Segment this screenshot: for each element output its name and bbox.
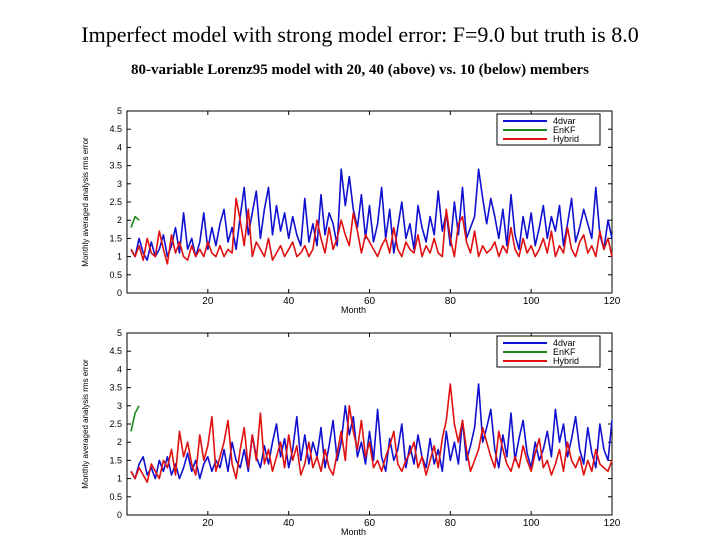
y-tick-label: 1.5 (109, 233, 122, 243)
y-axis-label: Monthly averaged analysis rms error (81, 137, 90, 267)
series-line-4dvar (130, 168, 613, 261)
chart-bottom: 0 0.5 1 1.5 2 2.5 3 3.5 4 4.5 5 20 40 60 80 100 120 Month… (81, 328, 621, 537)
x-axis-label: Month (341, 527, 366, 537)
y-tick-label: 1.5 (109, 455, 122, 465)
y-tick-label: 3.5 (109, 161, 122, 171)
page-subtitle: 80-variable Lorenz95 model with 20, 40 (… (131, 62, 589, 78)
series-line-hybrid (130, 383, 613, 483)
x-tick-label: 40 (283, 296, 295, 307)
y-tick-label: 3 (117, 179, 122, 189)
x-tick-label: 80 (445, 518, 457, 529)
x-tick-label: 120 (604, 296, 621, 307)
y-tick-label: 4 (117, 142, 122, 152)
y-tick-label: 4.5 (109, 346, 122, 356)
x-tick-label: 120 (604, 518, 621, 529)
y-tick-label: 0 (117, 288, 122, 298)
legend-label-hybrid: Hybrid (553, 134, 579, 144)
y-tick-label: 3.5 (109, 383, 122, 393)
y-tick-label: 1 (117, 474, 122, 484)
series-line-hybrid (130, 197, 613, 265)
legend-label-4dvar: 4dvar (553, 338, 576, 348)
y-tick-label: 1 (117, 252, 122, 262)
y-tick-label: 0.5 (109, 492, 122, 502)
y-tick-label: 2.5 (109, 197, 122, 207)
y-tick-label: 5 (117, 106, 122, 116)
legend-label-hybrid: Hybrid (553, 356, 579, 366)
x-tick-label: 60 (364, 518, 376, 529)
page-title: Imperfect model with strong model error:… (81, 22, 639, 47)
legend-label-enkf: EnKF (553, 347, 576, 357)
chart-top: 0 0.5 1 1.5 2 2.5 3 3.5 4 4.5 5 20 40 60 80 100 120 Month… (81, 106, 621, 315)
x-axis-label: Month (341, 305, 366, 315)
series-line-enkf (130, 215, 140, 228)
x-tick-label: 20 (202, 518, 214, 529)
x-tick-label: 80 (445, 296, 457, 307)
y-tick-label: 2.5 (109, 419, 122, 429)
y-tick-label: 4.5 (109, 124, 122, 134)
y-tick-label: 0.5 (109, 270, 122, 280)
y-tick-label: 2 (117, 215, 122, 225)
y-tick-label: 0 (117, 510, 122, 520)
x-tick-label: 100 (523, 296, 540, 307)
x-tick-label: 60 (364, 296, 376, 307)
y-tick-label: 3 (117, 401, 122, 411)
series-line-4dvar (130, 383, 613, 480)
legend-label-4dvar: 4dvar (553, 116, 576, 126)
x-tick-label: 100 (523, 518, 540, 529)
y-tick-label: 2 (117, 437, 122, 447)
legend-label-enkf: EnKF (553, 125, 576, 135)
y-tick-label: 5 (117, 328, 122, 338)
y-axis-label: Monthly averaged analysis rms error (81, 359, 90, 489)
series-line-enkf (130, 405, 140, 432)
y-tick-label: 4 (117, 364, 122, 374)
x-tick-label: 20 (202, 296, 214, 307)
x-tick-label: 40 (283, 518, 295, 529)
